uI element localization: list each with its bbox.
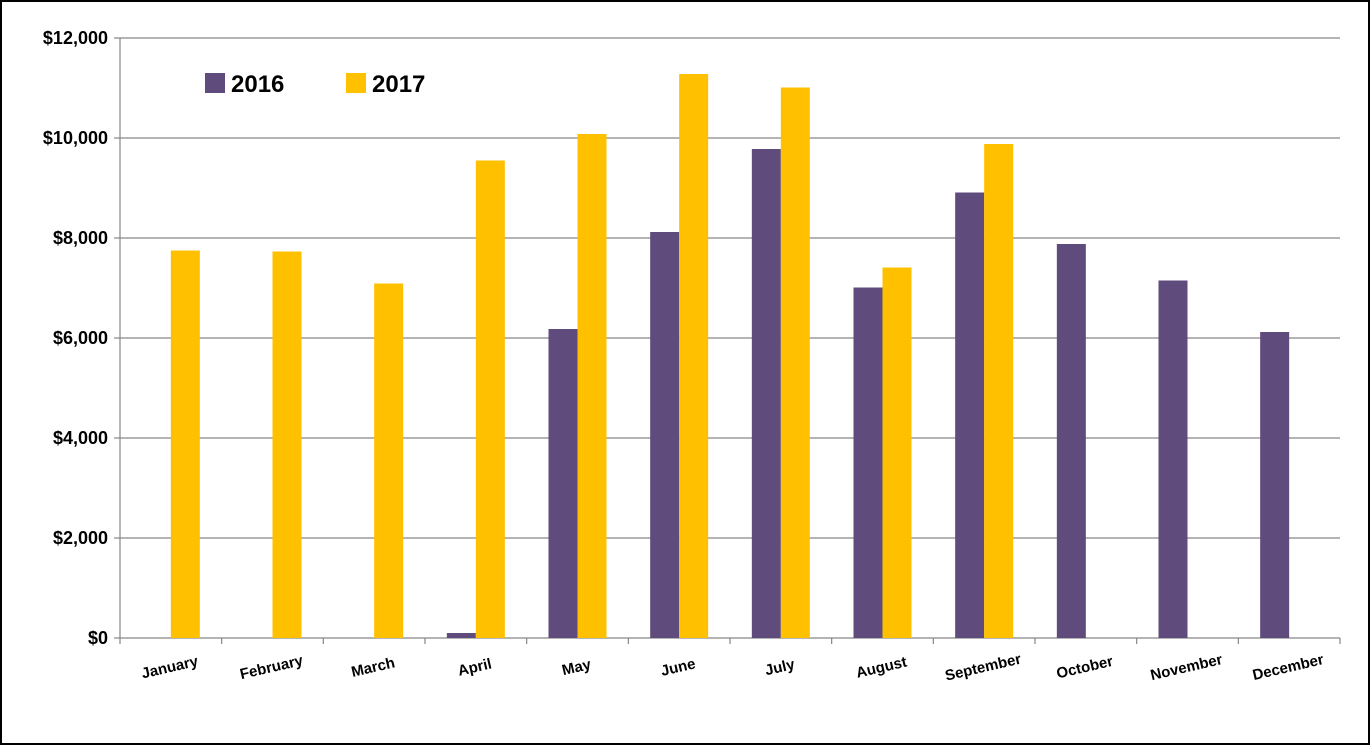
bar-2017-september bbox=[984, 144, 1014, 638]
legend-swatch-2016 bbox=[205, 73, 225, 93]
bar-2017-march bbox=[374, 283, 404, 638]
y-tick-label: $6,000 bbox=[53, 328, 108, 348]
x-category-label: July bbox=[763, 656, 797, 679]
x-category-label: September bbox=[943, 651, 1023, 685]
x-category-label: October bbox=[1055, 653, 1115, 683]
legend-label-2017: 2017 bbox=[372, 71, 425, 98]
bar-2016-june bbox=[650, 232, 680, 638]
y-tick-label: $12,000 bbox=[43, 28, 108, 48]
bar-2016-april bbox=[446, 633, 476, 638]
x-category-label: February bbox=[238, 652, 305, 683]
bar-2016-september bbox=[955, 192, 985, 638]
legend-swatch-2017 bbox=[346, 73, 366, 93]
x-category-label: June bbox=[659, 655, 697, 679]
y-tick-label: $10,000 bbox=[43, 128, 108, 148]
bar-2016-december bbox=[1260, 332, 1290, 638]
x-axis-category-labels: January February March April May June July Augu… bbox=[140, 651, 1326, 685]
bar-2016-july bbox=[751, 149, 781, 638]
bar-2016-november bbox=[1158, 280, 1188, 638]
y-tick-label: $8,000 bbox=[53, 228, 108, 248]
legend: 2016 2017 bbox=[205, 71, 425, 98]
bar-2016-august bbox=[853, 287, 883, 638]
axes bbox=[114, 37, 1341, 644]
x-category-label: May bbox=[560, 656, 593, 679]
x-category-label: April bbox=[456, 655, 493, 679]
bar-2016-may bbox=[548, 329, 578, 638]
bar-2017-january bbox=[170, 250, 200, 638]
bar-2017-february bbox=[272, 251, 302, 638]
bar-2017-may bbox=[577, 134, 607, 638]
y-tick-label: $2,000 bbox=[53, 528, 108, 548]
y-tick-label: $4,000 bbox=[53, 428, 108, 448]
legend-label-2016: 2016 bbox=[231, 71, 284, 98]
gridlines bbox=[120, 37, 1340, 539]
bar-2017-june bbox=[679, 74, 709, 638]
x-category-label: December bbox=[1251, 651, 1326, 684]
y-axis-tick-labels: $0 $2,000 $4,000 $6,000 $8,000 $10,000 $12,000 bbox=[43, 28, 108, 648]
bar-2017-july bbox=[780, 87, 810, 638]
x-category-label: November bbox=[1149, 651, 1224, 684]
bars bbox=[170, 74, 1290, 638]
bar-2017-august bbox=[882, 267, 912, 638]
y-tick-label: $0 bbox=[88, 628, 108, 648]
x-category-label: January bbox=[140, 653, 201, 683]
bar-2017-april bbox=[475, 160, 505, 638]
x-category-label: March bbox=[350, 654, 397, 681]
bar-2016-october bbox=[1056, 244, 1086, 638]
x-category-label: August bbox=[854, 654, 908, 682]
